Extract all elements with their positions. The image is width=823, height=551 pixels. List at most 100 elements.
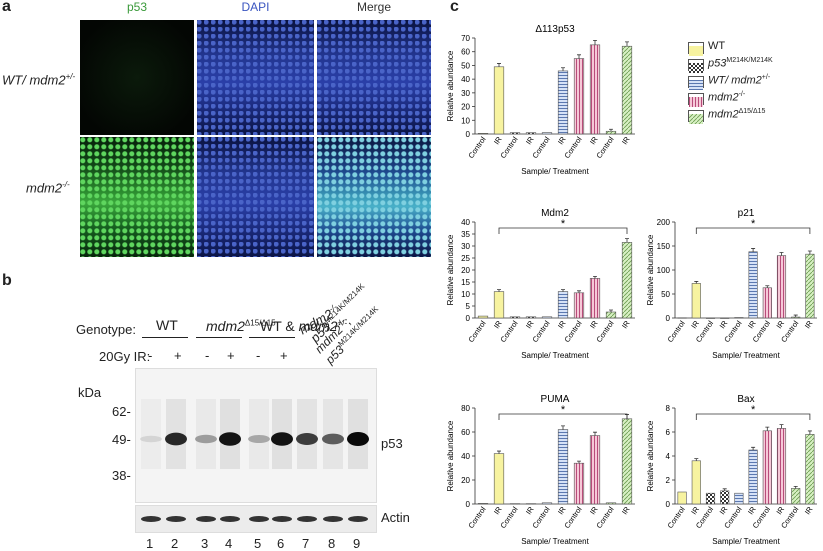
- error-bar: [497, 63, 501, 67]
- y-tick-label: 10: [461, 290, 470, 299]
- lane-smear: [272, 399, 292, 469]
- bar: [541, 132, 553, 135]
- x-tick-label: IR: [524, 319, 536, 331]
- micrograph-dapi-null: [197, 137, 314, 257]
- bar: [734, 317, 744, 319]
- x-tick-label: Control: [562, 135, 583, 160]
- ir-mark-2: +: [174, 348, 182, 363]
- x-tick-label: Control: [562, 319, 583, 344]
- lane-smear: [220, 399, 240, 469]
- significance-bracket: [695, 413, 811, 420]
- x-tick-label: IR: [492, 319, 504, 331]
- genotype-label: Genotype:: [76, 322, 136, 337]
- micrograph-dapi-wt: [197, 20, 314, 135]
- group-wt: WT: [156, 317, 178, 333]
- p53-band: [322, 433, 344, 445]
- chart-title: PUMA: [541, 394, 570, 405]
- bar: [720, 317, 730, 319]
- x-tick-label: IR: [556, 319, 568, 331]
- bar: [493, 291, 505, 319]
- y-tick-label: 0: [466, 130, 471, 139]
- bar: [791, 316, 801, 319]
- row-label-mdm2-null: mdm2-/-: [26, 180, 70, 196]
- error-bar: [793, 486, 798, 489]
- error-bar: [593, 40, 597, 45]
- x-tick-label: Control: [594, 505, 615, 530]
- x-axis-label: Sample/ Treatment: [712, 351, 780, 360]
- bar: [541, 502, 553, 505]
- p53-band: [347, 432, 369, 446]
- p53-band: [219, 432, 241, 446]
- legend-label: WT: [708, 40, 726, 52]
- legend-label: p53M214K/M214K: [708, 57, 773, 70]
- bar: [805, 434, 815, 505]
- y-tick-label: 20: [461, 266, 470, 275]
- lane-number: 4: [225, 536, 233, 551]
- actin-blot: [135, 505, 377, 533]
- y-tick-label: 40: [461, 75, 470, 84]
- group-wt-het: WT & mdm2+/-: [260, 318, 348, 334]
- bar: [791, 488, 801, 505]
- lane-smear: [348, 399, 368, 469]
- legend-swatch: [688, 110, 704, 124]
- legend-swatch: [688, 59, 704, 73]
- p53-blot: [135, 368, 377, 503]
- actin-band: [297, 516, 317, 522]
- error-bar: [807, 430, 812, 435]
- bar: [677, 317, 687, 319]
- bar: [720, 490, 730, 505]
- significance-star: *: [751, 218, 756, 230]
- ir-mark-3: -: [205, 348, 210, 363]
- x-tick-label: IR: [492, 135, 504, 147]
- bar: [762, 430, 772, 505]
- bar-chart: Δ113p53 0 10 20 30 40 50 60 70 Relative abundance…: [446, 24, 635, 176]
- y-tick-label: 80: [461, 404, 470, 413]
- actin-band: [348, 516, 368, 522]
- y-tick-label: 70: [461, 34, 470, 43]
- x-tick-label: Control: [530, 135, 551, 160]
- bar: [605, 130, 617, 135]
- x-axis-label: Sample/ Treatment: [521, 537, 589, 546]
- bar: [805, 253, 815, 319]
- bar: [477, 503, 489, 505]
- x-tick-label: IR: [588, 505, 600, 517]
- bar: [477, 133, 489, 135]
- bar: [477, 315, 489, 319]
- bar: [677, 491, 687, 505]
- bar: [525, 503, 537, 505]
- panel-c-label: c: [450, 0, 459, 15]
- actin-band: [272, 516, 292, 522]
- error-bar: [779, 252, 784, 256]
- legend-swatch-fill: [689, 114, 703, 124]
- legend-label: mdm2Δ15/Δ15: [708, 108, 766, 121]
- y-tick-label: 60: [461, 428, 470, 437]
- error-bar: [625, 41, 629, 47]
- bar: [573, 58, 585, 135]
- group-mdm2-d15-line: [196, 337, 242, 338]
- bar: [557, 70, 569, 135]
- chart-title: p21: [738, 208, 755, 219]
- y-tick-label: 6: [666, 428, 671, 437]
- ir-mark-6: +: [280, 348, 288, 363]
- error-bar: [609, 128, 613, 132]
- y-tick-label: 20: [461, 476, 470, 485]
- group-wt-line: [142, 337, 188, 338]
- channel-label-merge: Merge: [356, 0, 391, 14]
- error-bar: [793, 314, 798, 318]
- micrograph-p53-null: [80, 137, 194, 257]
- error-bar: [609, 309, 613, 312]
- x-tick-label: IR: [620, 135, 632, 147]
- x-tick-label: IR: [524, 505, 536, 517]
- lane-number: 1: [146, 536, 154, 551]
- y-tick-label: 40: [461, 452, 470, 461]
- y-axis-label: Relative abundance: [646, 234, 655, 305]
- error-bar: [497, 289, 501, 292]
- bar: [762, 287, 772, 319]
- bar: [734, 492, 744, 505]
- bar: [605, 311, 617, 319]
- panel-a-label: a: [2, 0, 11, 15]
- x-axis-label: Sample/ Treatment: [712, 537, 780, 546]
- x-tick-label: IR: [746, 319, 758, 331]
